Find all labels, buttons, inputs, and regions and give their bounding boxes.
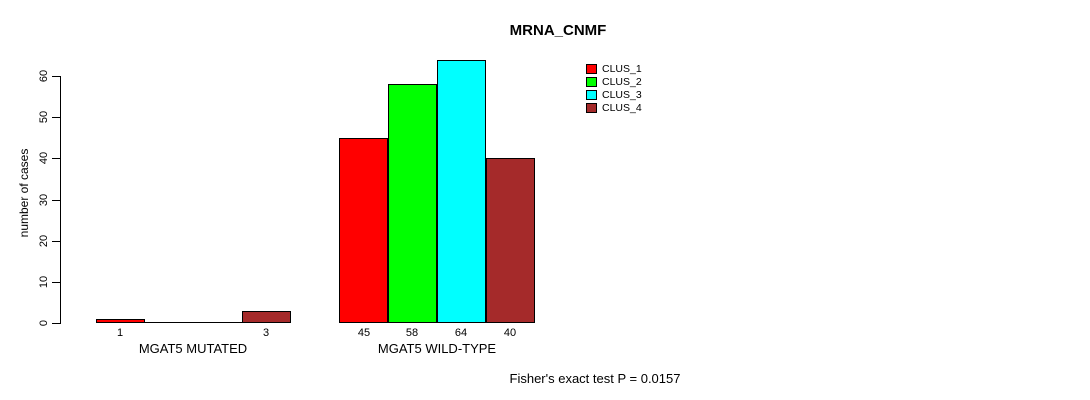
y-tick-mark [52,117,60,118]
y-tick-mark [52,158,60,159]
bar-clus_1-mutated [96,319,145,323]
legend-item-clus_2: CLUS_2 [586,76,642,88]
y-tick-mark [52,282,60,283]
y-tick-label: 40 [38,151,50,165]
y-tick-label: 20 [38,234,50,248]
group-label-wildtype: MGAT5 WILD-TYPE [377,341,497,356]
y-tick-label: 0 [38,319,50,327]
bar-clus_4-mutated [242,311,291,323]
bar-clus_2-mutated [145,322,194,323]
bar-clus_1-wildtype [339,138,388,323]
y-tick-mark [52,241,60,242]
y-tick-label: 60 [38,69,50,83]
legend-swatch-icon [586,77,597,87]
bar-value-label: 3 [262,327,270,339]
legend: CLUS_1 CLUS_2 CLUS_3 CLUS_4 [586,63,642,114]
legend-item-clus_1: CLUS_1 [586,63,642,75]
bar-clus_2-wildtype [388,84,437,323]
bar-value-label: 58 [405,327,419,339]
legend-swatch-icon [586,103,597,113]
legend-label: CLUS_4 [602,102,642,114]
legend-item-clus_3: CLUS_3 [586,89,642,101]
bar-value-label: 45 [357,327,371,339]
footnote-pvalue: Fisher's exact test P = 0.0157 [509,371,681,386]
y-tick-label: 50 [38,110,50,124]
legend-swatch-icon [586,64,597,74]
legend-label: CLUS_3 [602,89,642,101]
legend-item-clus_4: CLUS_4 [586,102,642,114]
legend-swatch-icon [586,90,597,100]
y-axis-label: number of cases [17,148,31,238]
y-tick-label: 10 [38,275,50,289]
y-axis-line [60,76,61,324]
group-label-mutated: MGAT5 MUTATED [138,341,248,356]
bar-value-label: 1 [116,327,124,339]
bar-clus_3-wildtype [437,60,486,323]
y-tick-mark [52,323,60,324]
y-tick-mark [52,76,60,77]
bar-value-label: 40 [503,327,517,339]
chart-title: MRNA_CNMF [509,22,607,39]
bar-clus_4-wildtype [486,158,535,323]
bar-clus_3-mutated [193,322,242,323]
legend-label: CLUS_2 [602,76,642,88]
legend-label: CLUS_1 [602,63,642,75]
y-tick-mark [52,200,60,201]
y-tick-label: 30 [38,193,50,207]
bar-value-label: 64 [454,327,468,339]
